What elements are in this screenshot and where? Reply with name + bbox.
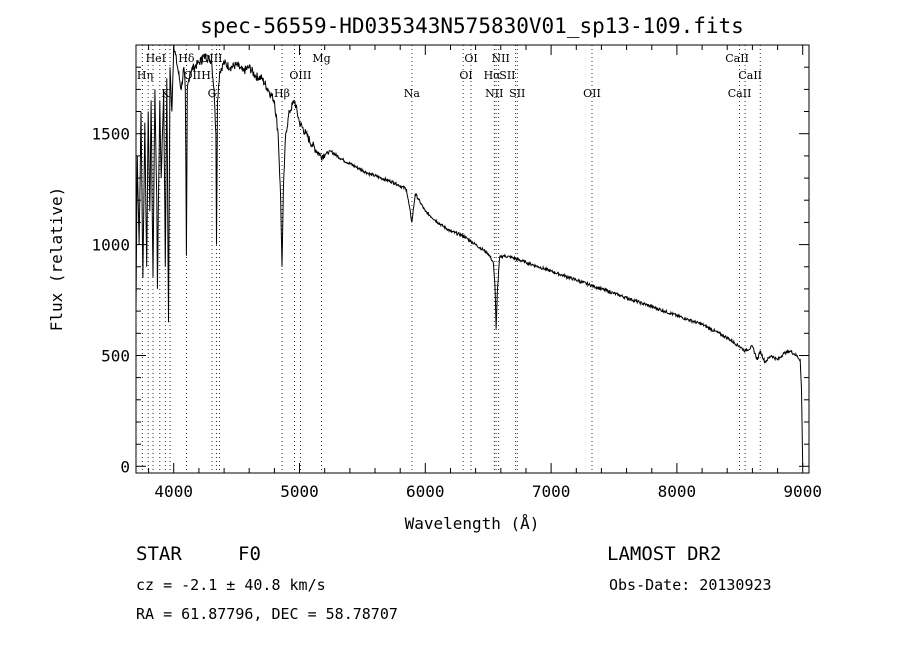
marker-label: G bbox=[208, 87, 217, 100]
x-tick-label: 4000 bbox=[154, 482, 193, 501]
x-tick-label: 5000 bbox=[280, 482, 319, 501]
marker-label: OI bbox=[464, 52, 477, 65]
marker-label: CaII bbox=[725, 52, 749, 65]
y-axis-label: Flux (relative) bbox=[47, 187, 66, 332]
y-tick-label: 1500 bbox=[91, 125, 130, 144]
plot-frame bbox=[135, 44, 810, 474]
object-class: STAR bbox=[136, 543, 182, 565]
marker-label: NII bbox=[485, 87, 503, 100]
marker-label: Hδ bbox=[178, 52, 195, 65]
y-tick-label: 500 bbox=[101, 347, 130, 366]
marker-label: H bbox=[201, 69, 211, 82]
marker-label: Hη bbox=[137, 69, 153, 82]
marker-label: Hβ bbox=[274, 87, 290, 100]
axis-ticks: 4000 5000 6000 7000 8000 9000 0 500 1000 1500 bbox=[91, 45, 822, 501]
flux-series-line bbox=[135, 44, 804, 467]
marker-label: K bbox=[161, 87, 170, 100]
marker-label: HeI bbox=[146, 52, 166, 65]
marker-label: OI bbox=[459, 69, 472, 82]
marker-label: CaII bbox=[728, 87, 752, 100]
x-tick-label: 8000 bbox=[658, 482, 697, 501]
chart-title: spec-56559-HD035343N575830V01_sp13-109.f… bbox=[200, 14, 744, 38]
y-tick-label: 1000 bbox=[91, 236, 130, 255]
marker-label: CaII bbox=[738, 69, 762, 82]
marker-label: OII bbox=[183, 69, 201, 82]
coordinates: RA = 61.87796, DEC = 58.78707 bbox=[136, 605, 398, 623]
marker-label: SII bbox=[509, 87, 525, 100]
marker-label: Na bbox=[404, 87, 421, 100]
obs-date: Obs-Date: 20130923 bbox=[609, 576, 772, 594]
marker-label: NII bbox=[492, 52, 510, 65]
survey-name: LAMOST DR2 bbox=[607, 543, 722, 565]
spectral-subclass: F0 bbox=[238, 543, 261, 565]
marker-label: Hα bbox=[484, 69, 502, 82]
y-tick-label: 0 bbox=[120, 457, 130, 476]
marker-label: Mg bbox=[312, 52, 330, 65]
redshift-readout: cz = -2.1 ± 40.8 km/s bbox=[136, 576, 326, 594]
marker-label: OII bbox=[583, 87, 601, 100]
marker-label: OIII bbox=[289, 69, 311, 82]
x-tick-label: 6000 bbox=[406, 482, 445, 501]
x-tick-label: 7000 bbox=[532, 482, 571, 501]
x-axis-label: Wavelength (Å) bbox=[405, 514, 540, 533]
marker-label: SII bbox=[499, 69, 515, 82]
x-tick-label: 9000 bbox=[783, 482, 822, 501]
